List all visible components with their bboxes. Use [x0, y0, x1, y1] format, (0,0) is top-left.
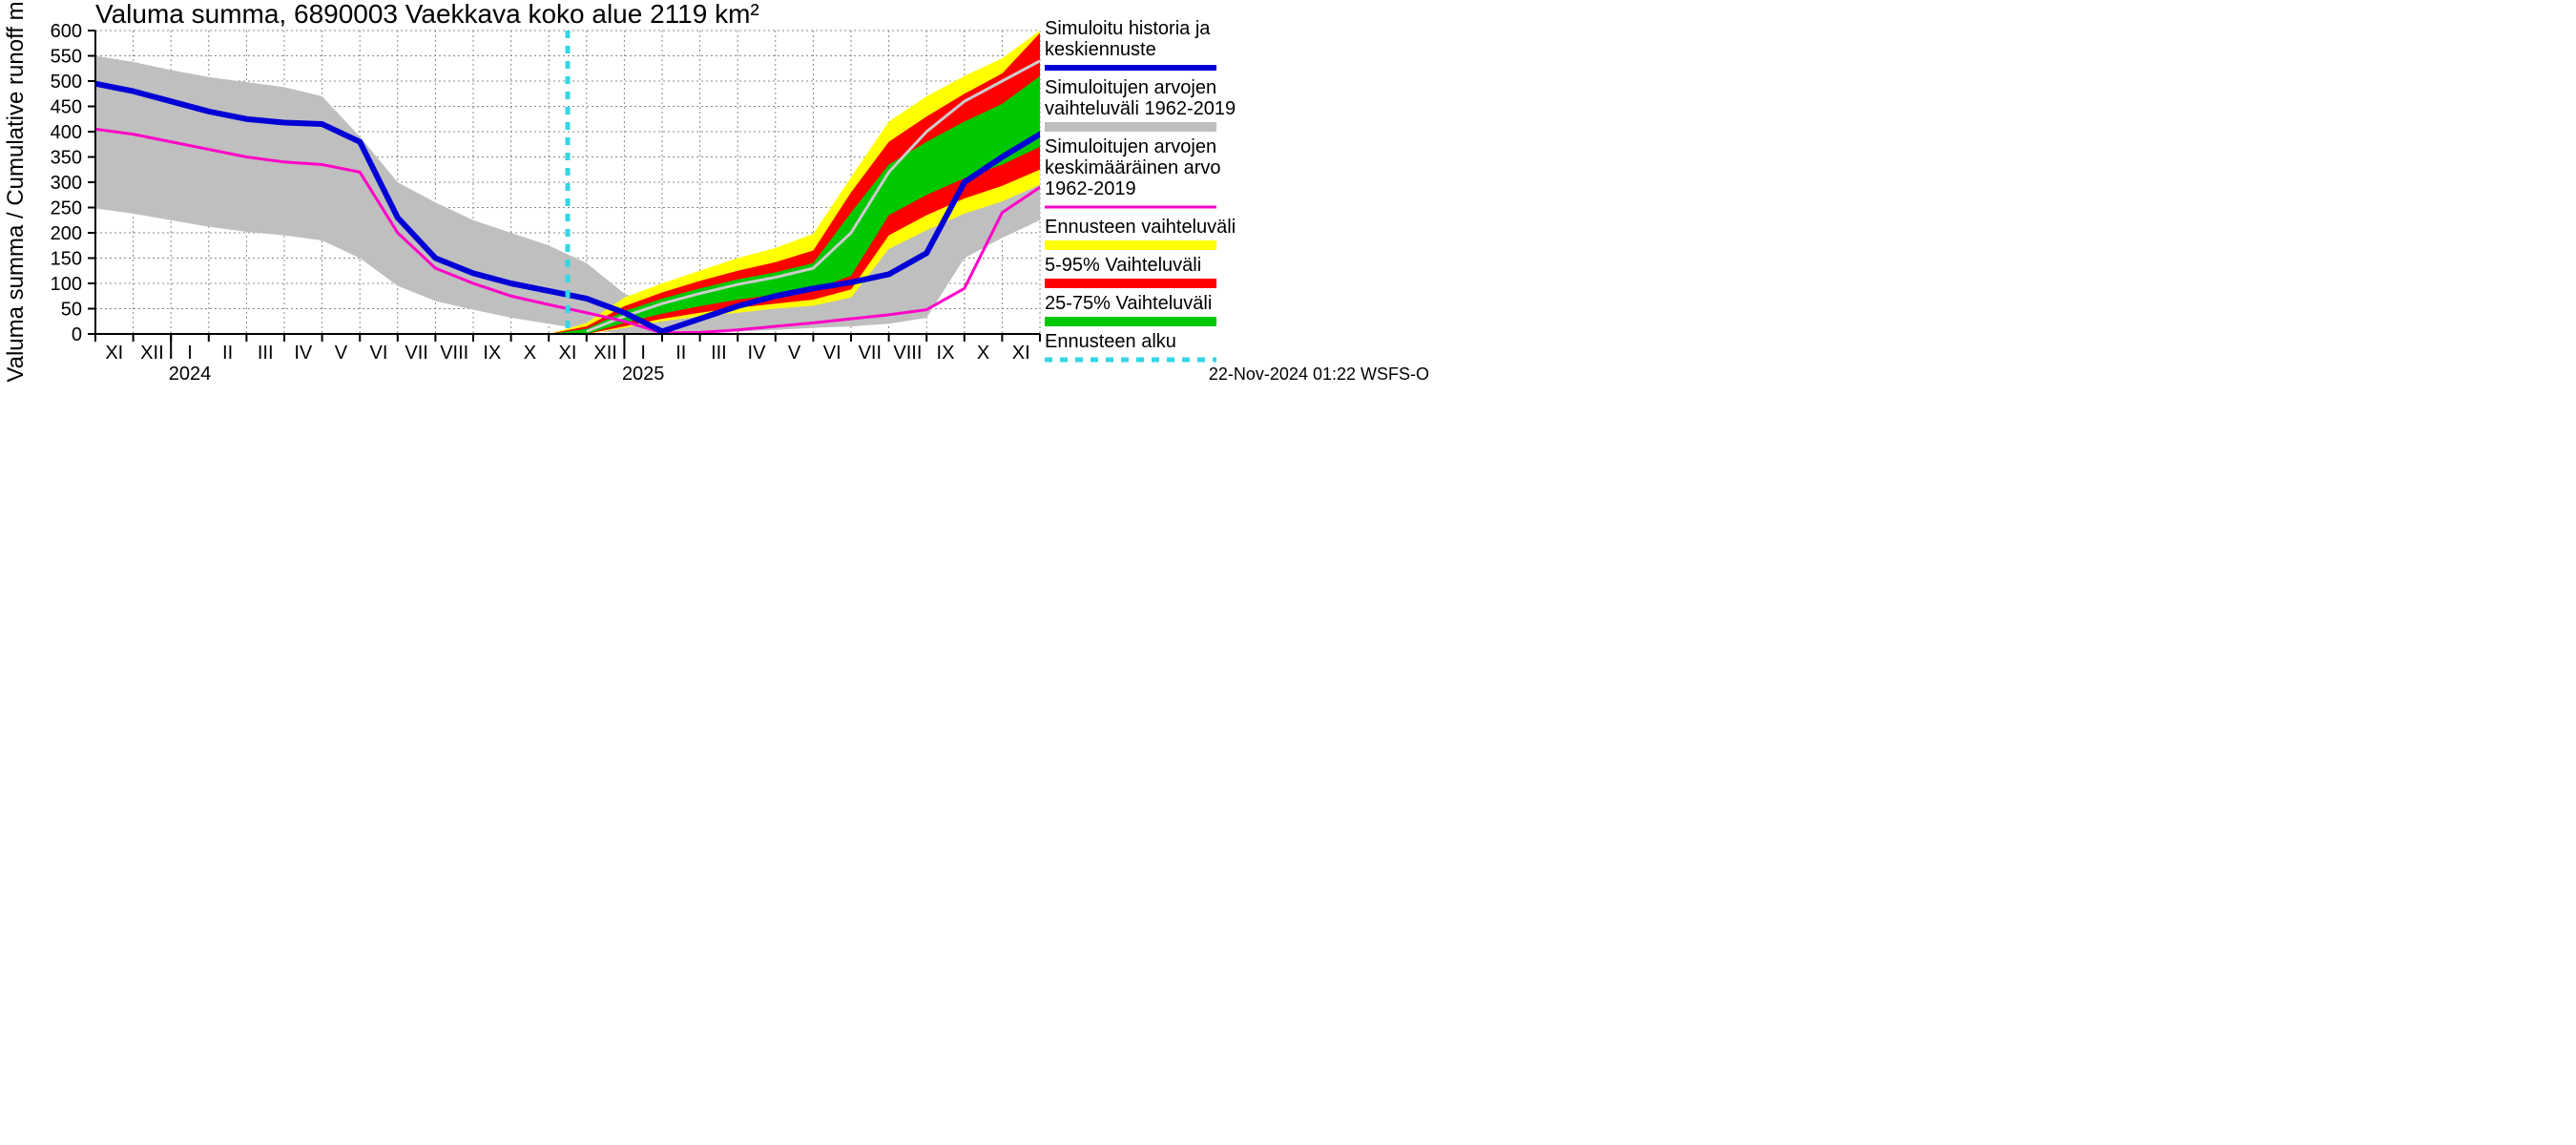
svg-text:300: 300: [51, 173, 82, 194]
svg-text:450: 450: [51, 97, 82, 118]
svg-text:400: 400: [51, 122, 82, 143]
svg-text:XI: XI: [105, 343, 123, 364]
svg-text:X: X: [977, 343, 989, 364]
cumulative-runoff-chart: 050100150200250300350400450500550600XIXI…: [0, 0, 1431, 636]
svg-text:X: X: [524, 343, 536, 364]
svg-text:100: 100: [51, 274, 82, 295]
legend-label-2: keskimääräinen arvo: [1045, 157, 1221, 178]
svg-text:II: II: [222, 343, 233, 364]
svg-text:XI: XI: [1012, 343, 1030, 364]
svg-text:XI: XI: [559, 343, 577, 364]
svg-text:250: 250: [51, 198, 82, 219]
svg-text:VI: VI: [823, 343, 841, 364]
legend-swatch-5: [1045, 317, 1216, 326]
svg-text:VIII: VIII: [440, 343, 468, 364]
svg-text:XII: XII: [593, 343, 616, 364]
legend-label-2: 1962-2019: [1045, 178, 1136, 199]
svg-text:0: 0: [72, 324, 82, 345]
legend-label-4: 5-95% Vaihteluväli: [1045, 255, 1201, 276]
footer-timestamp: 22-Nov-2024 01:22 WSFS-O: [1209, 364, 1429, 384]
svg-text:200: 200: [51, 223, 82, 244]
svg-text:II: II: [675, 343, 686, 364]
legend-label-5: 25-75% Vaihteluväli: [1045, 293, 1212, 314]
svg-text:IX: IX: [937, 343, 955, 364]
svg-text:XII: XII: [140, 343, 163, 364]
legend-label-1: Simuloitujen arvojen: [1045, 77, 1216, 98]
svg-text:III: III: [711, 343, 727, 364]
svg-text:IV: IV: [748, 343, 767, 364]
svg-text:600: 600: [51, 21, 82, 42]
svg-text:VII: VII: [405, 343, 427, 364]
svg-text:V: V: [788, 343, 801, 364]
legend-swatch-1: [1045, 122, 1216, 132]
year-label: 2025: [622, 364, 665, 385]
legend-label-6: Ennusteen alku: [1045, 331, 1176, 352]
svg-text:IX: IX: [483, 343, 501, 364]
svg-text:III: III: [258, 343, 274, 364]
legend-label-0: Simuloitu historia ja: [1045, 18, 1211, 39]
svg-text:VI: VI: [370, 343, 388, 364]
svg-text:500: 500: [51, 72, 82, 93]
legend-label-1: vaihteluväli 1962-2019: [1045, 98, 1236, 119]
svg-text:V: V: [335, 343, 348, 364]
svg-text:I: I: [640, 343, 646, 364]
legend-label-3: Ennusteen vaihteluväli: [1045, 217, 1236, 238]
y-axis-label: Valuma summa / Cumulative runoff mm: [3, 0, 29, 383]
svg-text:150: 150: [51, 249, 82, 270]
legend-label-0: keskiennuste: [1045, 39, 1156, 60]
legend-swatch-4: [1045, 279, 1216, 288]
chart-title: Valuma summa, 6890003 Vaekkava koko alue…: [95, 0, 759, 29]
legend-swatch-3: [1045, 240, 1216, 250]
svg-text:IV: IV: [294, 343, 313, 364]
legend-label-2: Simuloitujen arvojen: [1045, 136, 1216, 157]
svg-text:VIII: VIII: [893, 343, 922, 364]
svg-text:VII: VII: [859, 343, 882, 364]
svg-text:I: I: [187, 343, 193, 364]
chart-svg: 050100150200250300350400450500550600XIXI…: [0, 0, 1431, 636]
svg-text:350: 350: [51, 148, 82, 169]
svg-text:50: 50: [61, 300, 82, 321]
year-label: 2024: [169, 364, 212, 385]
svg-text:550: 550: [51, 47, 82, 68]
